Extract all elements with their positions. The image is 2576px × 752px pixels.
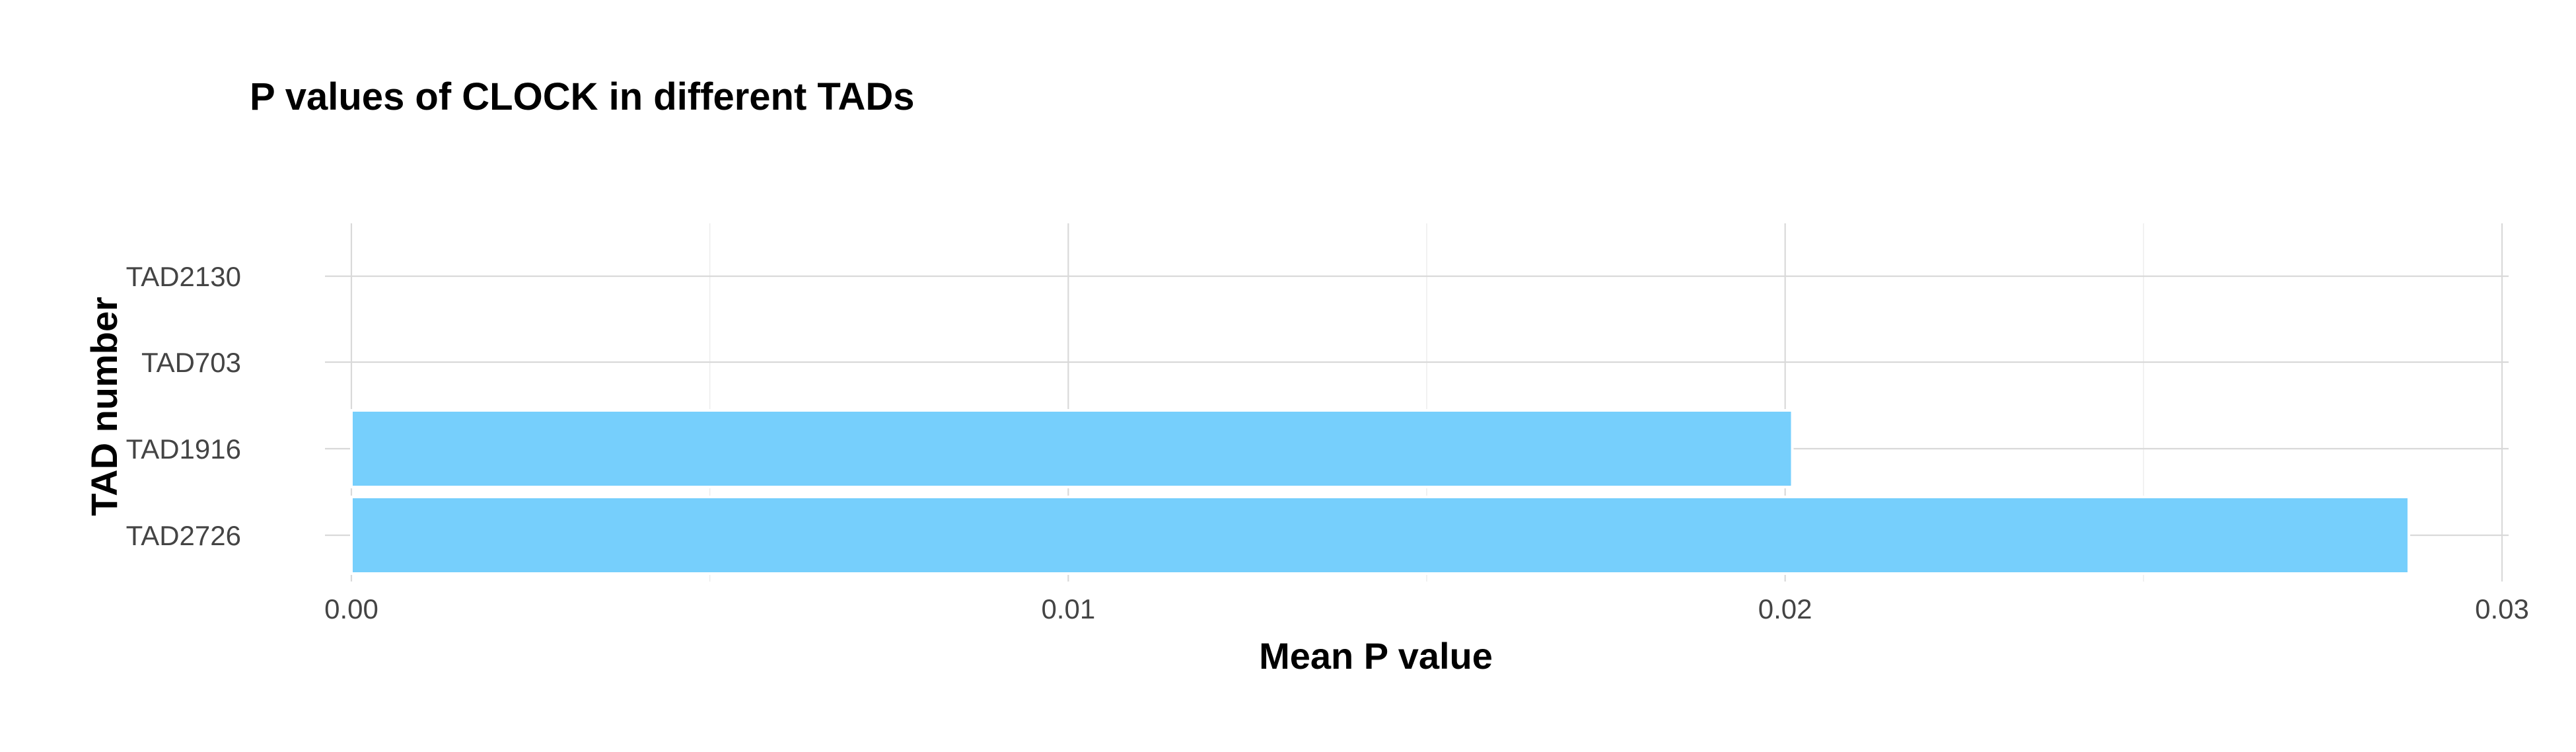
bars <box>350 409 2410 575</box>
x-tick-label: 0.03 <box>2475 593 2529 624</box>
x-tick-label: 0.00 <box>324 593 378 624</box>
x-tick-label: 0.02 <box>1758 593 1812 624</box>
x-tick-label: 0.01 <box>1041 593 1095 624</box>
x-axis-tick-labels: 0.00 0.01 0.02 0.03 <box>324 593 2529 624</box>
y-axis-tick-labels: TAD2130 TAD703 TAD1916 TAD2726 <box>126 261 241 551</box>
y-tick-label: TAD2726 <box>126 520 241 551</box>
y-tick-label: TAD703 <box>141 347 241 378</box>
y-axis-title: TAD number <box>83 297 125 516</box>
bar-tad2726 <box>350 496 2410 575</box>
chart-title: P values of CLOCK in different TADs <box>250 75 915 118</box>
y-tick-label: TAD1916 <box>126 433 241 465</box>
y-tick-label: TAD2130 <box>126 261 241 292</box>
bar-tad1916 <box>350 409 1794 488</box>
x-axis-title: Mean P value <box>1259 635 1493 677</box>
